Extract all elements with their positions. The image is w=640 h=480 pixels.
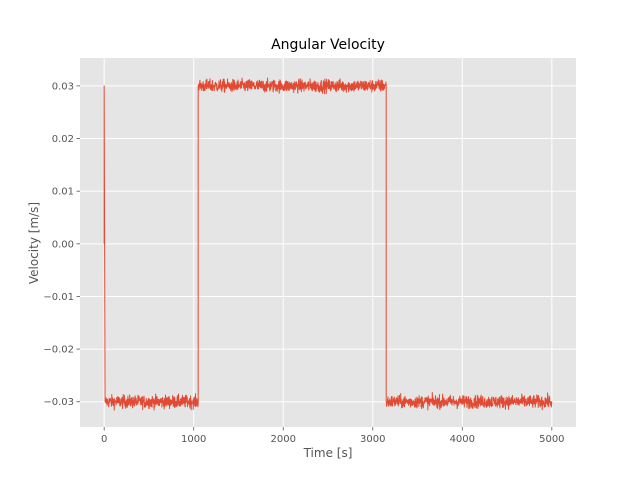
x-tick-label: 3000 — [360, 434, 385, 445]
y-tick-label: 0.02 — [52, 134, 74, 145]
x-tick-label: 4000 — [450, 434, 475, 445]
plot-area — [80, 58, 576, 427]
y-tick-label: 0.01 — [52, 187, 74, 198]
y-tick-label: −0.01 — [43, 292, 74, 303]
x-tick-label: 1000 — [181, 434, 206, 445]
series-line — [103, 77, 553, 411]
x-tick-label: 2000 — [271, 434, 296, 445]
ticks: 0 1000 2000 3000 4000 5000 −0.03 −0.02 −0.01 0.00… — [43, 81, 564, 445]
y-tick-label: 0.03 — [52, 81, 74, 92]
y-tick-label: 0.00 — [52, 239, 74, 250]
x-tick-label: 5000 — [539, 434, 564, 445]
x-tick-label: 0 — [101, 434, 107, 445]
x-axis-label: Time [s] — [303, 446, 353, 460]
y-tick-label: −0.02 — [43, 345, 74, 356]
series-group — [103, 77, 553, 411]
chart-title: Angular Velocity — [271, 37, 385, 53]
y-axis-label: Velocity [m/s] — [27, 202, 41, 284]
y-tick-label: −0.03 — [43, 397, 74, 408]
